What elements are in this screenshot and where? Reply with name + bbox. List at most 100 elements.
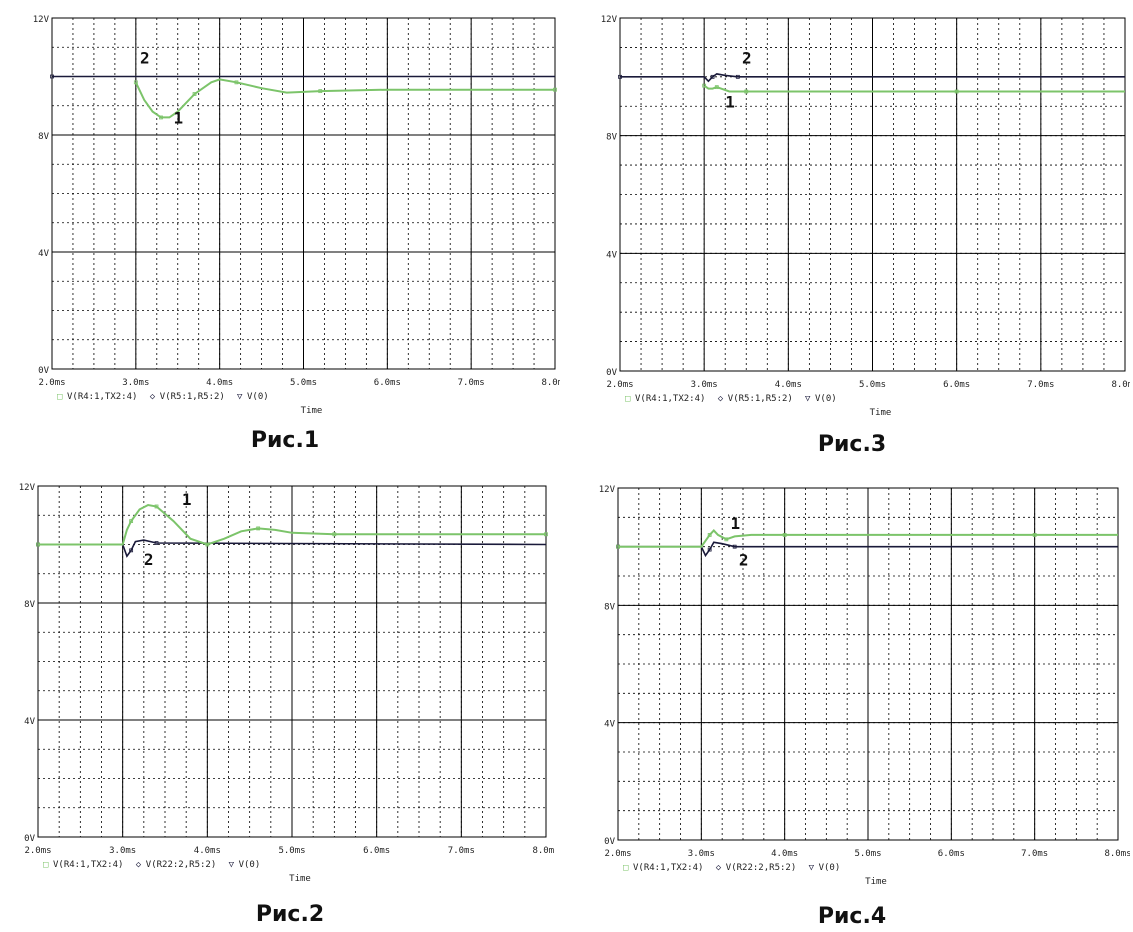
trace-label: 2 xyxy=(140,48,150,67)
legend-entry: V(R4:1,TX2:4) xyxy=(67,392,137,402)
series-point-1 xyxy=(133,80,138,85)
series-line-1 xyxy=(134,78,555,119)
x-tick-label: 3.0ms xyxy=(691,380,718,390)
legend-marker: ▽ xyxy=(805,394,811,404)
x-tick-label: 4.0ms xyxy=(206,378,233,388)
series-line-2 xyxy=(618,541,1118,558)
series-point-1 xyxy=(36,542,40,547)
legend-entry: V(0) xyxy=(239,860,261,870)
series-line-1 xyxy=(38,503,546,546)
y-tick-label: 8V xyxy=(606,133,617,143)
x-axis-label: Time xyxy=(289,874,311,884)
x-tick-label: 6.0ms xyxy=(363,846,390,856)
legend-marker: □ xyxy=(625,394,631,404)
chart-panel-fig2: 0V 4V 8V 12V 2.0ms 3.0ms 4.0ms 5.0ms 6.0ms 7.0ms 8… xyxy=(0,474,560,898)
y-tick-label: 4V xyxy=(604,720,615,730)
x-tick-label: 6.0ms xyxy=(374,378,401,388)
y-tick-label: 0V xyxy=(606,368,617,378)
legend-entry: V(R5:1,R5:2) xyxy=(160,392,225,402)
series-point-1 xyxy=(192,92,197,96)
y-tick-label: 8V xyxy=(604,602,615,612)
series-point-1 xyxy=(707,533,712,537)
y-tick-label: 12V xyxy=(599,485,616,495)
chart-fig1: 0V 4V 8V 12V 2.0ms 3.0ms 4.0ms 5.0ms 6.0ms 7.0ms 8… xyxy=(33,15,569,416)
x-tick-label: 5.0ms xyxy=(278,846,305,856)
chart-panel-fig4: 0V 4V 8V 12V 2.0ms 3.0ms 4.0ms 5.0ms 6.0ms 7.0ms 8… xyxy=(580,476,1132,898)
legend-entry: V(R4:1,TX2:4) xyxy=(633,863,703,873)
y-tick-label: 0V xyxy=(38,366,49,376)
y-tick-label: 8V xyxy=(24,600,35,610)
series-point-1 xyxy=(129,519,134,523)
series-point-2 xyxy=(154,541,159,545)
legend-marker: ◇ xyxy=(150,392,156,402)
series-point-1 xyxy=(744,89,749,94)
x-tick-label: 3.0ms xyxy=(122,378,149,388)
chart-fig4: 0V 4V 8V 12V 2.0ms 3.0ms 4.0ms 5.0ms 6.0ms 7.0ms 8… xyxy=(599,485,1132,887)
legend-entry: V(0) xyxy=(815,394,837,404)
trace-label: 1 xyxy=(174,108,184,127)
legend-marker: ◇ xyxy=(716,863,722,873)
caption-fig1: Рис.1 xyxy=(250,428,320,453)
x-tick-label: 4.0ms xyxy=(775,380,802,390)
y-tick-label: 12V xyxy=(601,15,618,25)
chart-fig3: 0V 4V 8V 12V 2.0ms 3.0ms 4.0ms 5.0ms 6.0ms 7.0ms 8… xyxy=(601,15,1133,418)
trace-label: 2 xyxy=(739,551,749,570)
x-tick-label: 8.0ms xyxy=(1104,849,1130,859)
y-tick-label: 8V xyxy=(38,132,49,142)
x-tick-label: 5.0ms xyxy=(290,378,317,388)
x-tick-label: 8.0ms xyxy=(541,378,560,388)
series-point-2 xyxy=(707,547,712,552)
x-tick-label: 2.0ms xyxy=(604,849,631,859)
series-point-1 xyxy=(159,115,163,120)
x-tick-label: 5.0ms xyxy=(854,849,881,859)
x-tick-label: 3.0ms xyxy=(109,846,136,856)
x-tick-label: 2.0ms xyxy=(606,380,633,390)
series-point-2 xyxy=(732,544,737,549)
series-point-1 xyxy=(954,89,959,94)
x-tick-label: 3.0ms xyxy=(688,849,715,859)
x-tick-label: 6.0ms xyxy=(943,380,970,390)
series-point-2 xyxy=(618,74,622,79)
x-axis-label: Time xyxy=(870,408,892,418)
y-tick-label: 0V xyxy=(604,837,615,847)
series-line-2 xyxy=(38,539,547,558)
x-axis-label: Time xyxy=(865,877,887,887)
y-tick-label: 12V xyxy=(19,483,36,493)
caption-fig3: Рис.3 xyxy=(817,432,887,457)
series-point-1 xyxy=(782,533,787,537)
x-tick-label: 8.0ms xyxy=(1111,380,1130,390)
trace-label: 1 xyxy=(725,93,735,112)
x-tick-label: 7.0ms xyxy=(1027,380,1054,390)
legend-entry: V(R4:1,TX2:4) xyxy=(53,860,123,870)
x-tick-label: 7.0ms xyxy=(448,846,475,856)
x-tick-label: 7.0ms xyxy=(458,378,485,388)
legend-entry: V(R22:2,R5:2) xyxy=(726,863,796,873)
caption-fig4: Рис.4 xyxy=(817,904,887,929)
legend-marker: ▽ xyxy=(237,392,243,402)
series-point-1 xyxy=(234,80,239,85)
legend-marker: ◇ xyxy=(718,394,724,404)
legend-entry: V(0) xyxy=(247,392,269,402)
series-point-1 xyxy=(154,504,159,509)
series-point-1 xyxy=(724,537,729,542)
series-line-2 xyxy=(620,73,1125,83)
y-tick-label: 0V xyxy=(24,834,35,844)
series-point-1 xyxy=(318,89,323,94)
x-tick-label: 2.0ms xyxy=(38,378,65,388)
trace-label: 2 xyxy=(742,49,752,68)
x-tick-label: 4.0ms xyxy=(771,849,798,859)
series-point-2 xyxy=(129,548,134,553)
series-point-1 xyxy=(256,526,261,531)
series-point-2 xyxy=(50,74,54,79)
x-tick-label: 4.0ms xyxy=(194,846,221,856)
y-tick-label: 4V xyxy=(38,249,49,259)
legend-entry: V(R22:2,R5:2) xyxy=(146,860,216,870)
series-point-1 xyxy=(332,532,337,537)
series-point-2 xyxy=(710,74,715,79)
y-tick-label: 4V xyxy=(606,250,617,260)
series-point-2 xyxy=(735,74,740,79)
x-tick-label: 5.0ms xyxy=(859,380,886,390)
legend-marker: □ xyxy=(43,860,49,870)
series-line-1 xyxy=(618,529,1118,548)
caption-fig2: Рис.2 xyxy=(255,902,325,927)
